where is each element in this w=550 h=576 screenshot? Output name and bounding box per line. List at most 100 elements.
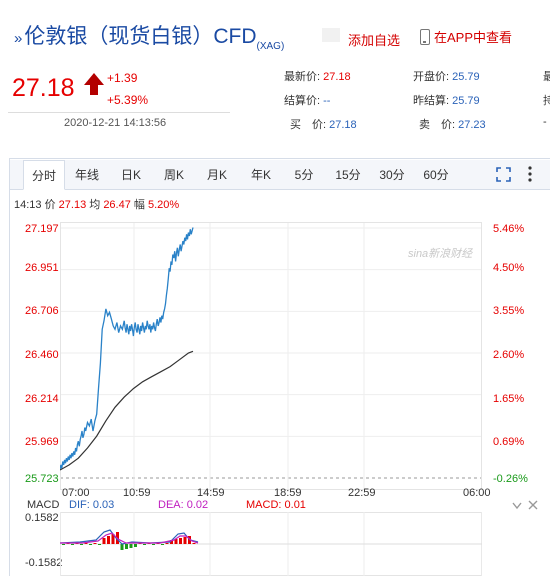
info-prev-settle-value: 25.79 [452, 95, 480, 107]
title-mark: » [14, 30, 23, 47]
quote-price: 27.13 [58, 199, 87, 211]
tab-5min[interactable]: 5分 [294, 168, 314, 182]
info-ask-label: 卖 价: [419, 119, 456, 131]
quote-datetime: 2020-12-21 14:13:56 [64, 117, 167, 129]
y-left-tick: 27.197 [25, 223, 59, 235]
info-latest-label: 最新价: [284, 71, 321, 83]
chevron-down-icon[interactable] [512, 500, 522, 512]
tab-yearly-k[interactable]: 年K [250, 168, 271, 182]
intraday-chart[interactable] [60, 222, 482, 490]
macd-histogram-bar [192, 543, 196, 544]
macd-y-tick: 0.1582 [25, 512, 59, 524]
y-left-tick: 26.460 [25, 349, 59, 361]
macd-dea: DEA: 0.02 [158, 499, 208, 511]
macd-histogram-bar [179, 538, 182, 544]
y-right-tick: 2.60% [493, 349, 525, 361]
add-watchlist-link[interactable]: 添加自选 [348, 33, 401, 48]
macd-histogram-bar [93, 543, 97, 544]
info-open-value: 25.79 [452, 71, 480, 83]
x-tick: 06:00 [463, 487, 491, 499]
header: »伦敦银（现货白银）CFD(XAG) 添加自选 在APP中查看 [0, 0, 550, 54]
quote-price-label: 价 [44, 199, 56, 211]
macd-dea-label: DEA: [158, 499, 184, 511]
macd-histogram-bar [89, 544, 92, 545]
macd-dea-line [60, 532, 199, 544]
title-text: 伦敦银（现货白银）CFD [24, 25, 257, 48]
y-right-tick: 5.46% [493, 223, 525, 235]
close-icon[interactable] [528, 500, 538, 510]
fullscreen-icon[interactable] [496, 167, 511, 182]
tab-60min[interactable]: 60分 [423, 168, 449, 182]
y-right-tick: -0.26% [493, 473, 528, 485]
y-left-tick: 26.706 [25, 305, 59, 317]
macd-histogram-bar [111, 534, 115, 544]
tab-intraday[interactable]: 分时 [23, 160, 65, 190]
info-latest-value: 27.18 [323, 71, 351, 83]
tab-30min[interactable]: 30分 [379, 168, 405, 182]
price-divider [8, 112, 230, 113]
tab-monthly-k[interactable]: 月K [206, 168, 227, 182]
info-settle-value: -- [323, 95, 331, 107]
crosshair-quote: 14:13 价 27.13 均 26.47 幅 5.20% [14, 196, 179, 212]
chart-frame [60, 222, 482, 490]
tab-year-line[interactable]: 年线 [74, 168, 99, 182]
macd-histogram-bar [102, 538, 106, 544]
macd-histogram-bar [183, 537, 187, 544]
x-tick: 10:59 [123, 487, 151, 499]
x-tick: 22:59 [348, 487, 376, 499]
macd-histogram-bar [62, 544, 65, 545]
info-settle: 结算价: -- [284, 92, 330, 108]
macd-histogram-bar [71, 544, 74, 545]
y-left-tick: 25.969 [25, 436, 59, 448]
macd-histogram-bar [165, 543, 169, 544]
quote-avg-label: 均 [89, 199, 101, 211]
chart-tabs: 分时 年线 日K 周K 月K 年K 5分 15分 30分 60分 [10, 160, 550, 190]
info-ask-value: 27.23 [458, 119, 486, 131]
macd-histogram-bar [152, 544, 155, 545]
macd-histogram-bar [120, 544, 124, 550]
sina-watermark: sina新浪财经 [408, 248, 473, 260]
macd-macd-label: MACD: [246, 499, 282, 511]
macd-histogram-bar [129, 544, 133, 548]
info-latest: 最新价: 27.18 [284, 68, 351, 84]
info-cut-3: - [543, 116, 547, 128]
phone-icon [420, 28, 430, 45]
chart-panel [9, 158, 550, 576]
macd-histogram-bar [143, 544, 146, 545]
title-subcode: (XAG) [256, 41, 285, 52]
more-options-icon[interactable] [528, 166, 532, 182]
instrument-title: »伦敦银（现货白银）CFD(XAG) [14, 20, 284, 52]
last-price: 27.18 [12, 74, 75, 102]
info-bid-value: 27.18 [329, 119, 357, 131]
macd-histogram-bar [98, 544, 101, 545]
macd-macd-value: 0.01 [284, 499, 306, 511]
y-left-tick: 26.214 [25, 393, 59, 405]
macd-dif: DIF: 0.03 [69, 499, 114, 511]
tab-15min[interactable]: 15分 [335, 168, 361, 182]
quote-avg: 26.47 [103, 199, 131, 211]
open-in-app-label: 在APP中查看 [434, 30, 513, 45]
quote-amp-label: 幅 [133, 199, 145, 211]
macd-histogram-bar [84, 543, 88, 544]
macd-dif-label: DIF: [69, 499, 90, 511]
macd-histogram-bar [125, 544, 128, 549]
open-in-app-link[interactable]: 在APP中查看 [420, 27, 512, 46]
info-bid: 买 价: 27.18 [290, 116, 357, 132]
tab-daily-k[interactable]: 日K [120, 168, 141, 182]
macd-histogram-bar [174, 539, 178, 544]
quote-amp: 5.20% [147, 199, 180, 211]
y-left-tick: 25.723 [25, 473, 59, 485]
up-arrow-icon [84, 73, 104, 85]
info-ask: 卖 价: 27.23 [419, 116, 486, 132]
info-open: 开盘价: 25.79 [413, 68, 480, 84]
x-tick: 07:00 [62, 487, 90, 499]
average-line [60, 350, 194, 471]
macd-chart[interactable] [60, 512, 482, 576]
tab-weekly-k[interactable]: 周K [163, 168, 184, 182]
info-open-label: 开盘价: [413, 71, 450, 83]
y-right-tick: 0.69% [493, 436, 525, 448]
y-left-tick: 26.951 [25, 262, 59, 274]
header-spacer [322, 28, 340, 42]
info-cut-1: 最 [543, 71, 550, 83]
macd-histogram-bar [161, 544, 164, 545]
